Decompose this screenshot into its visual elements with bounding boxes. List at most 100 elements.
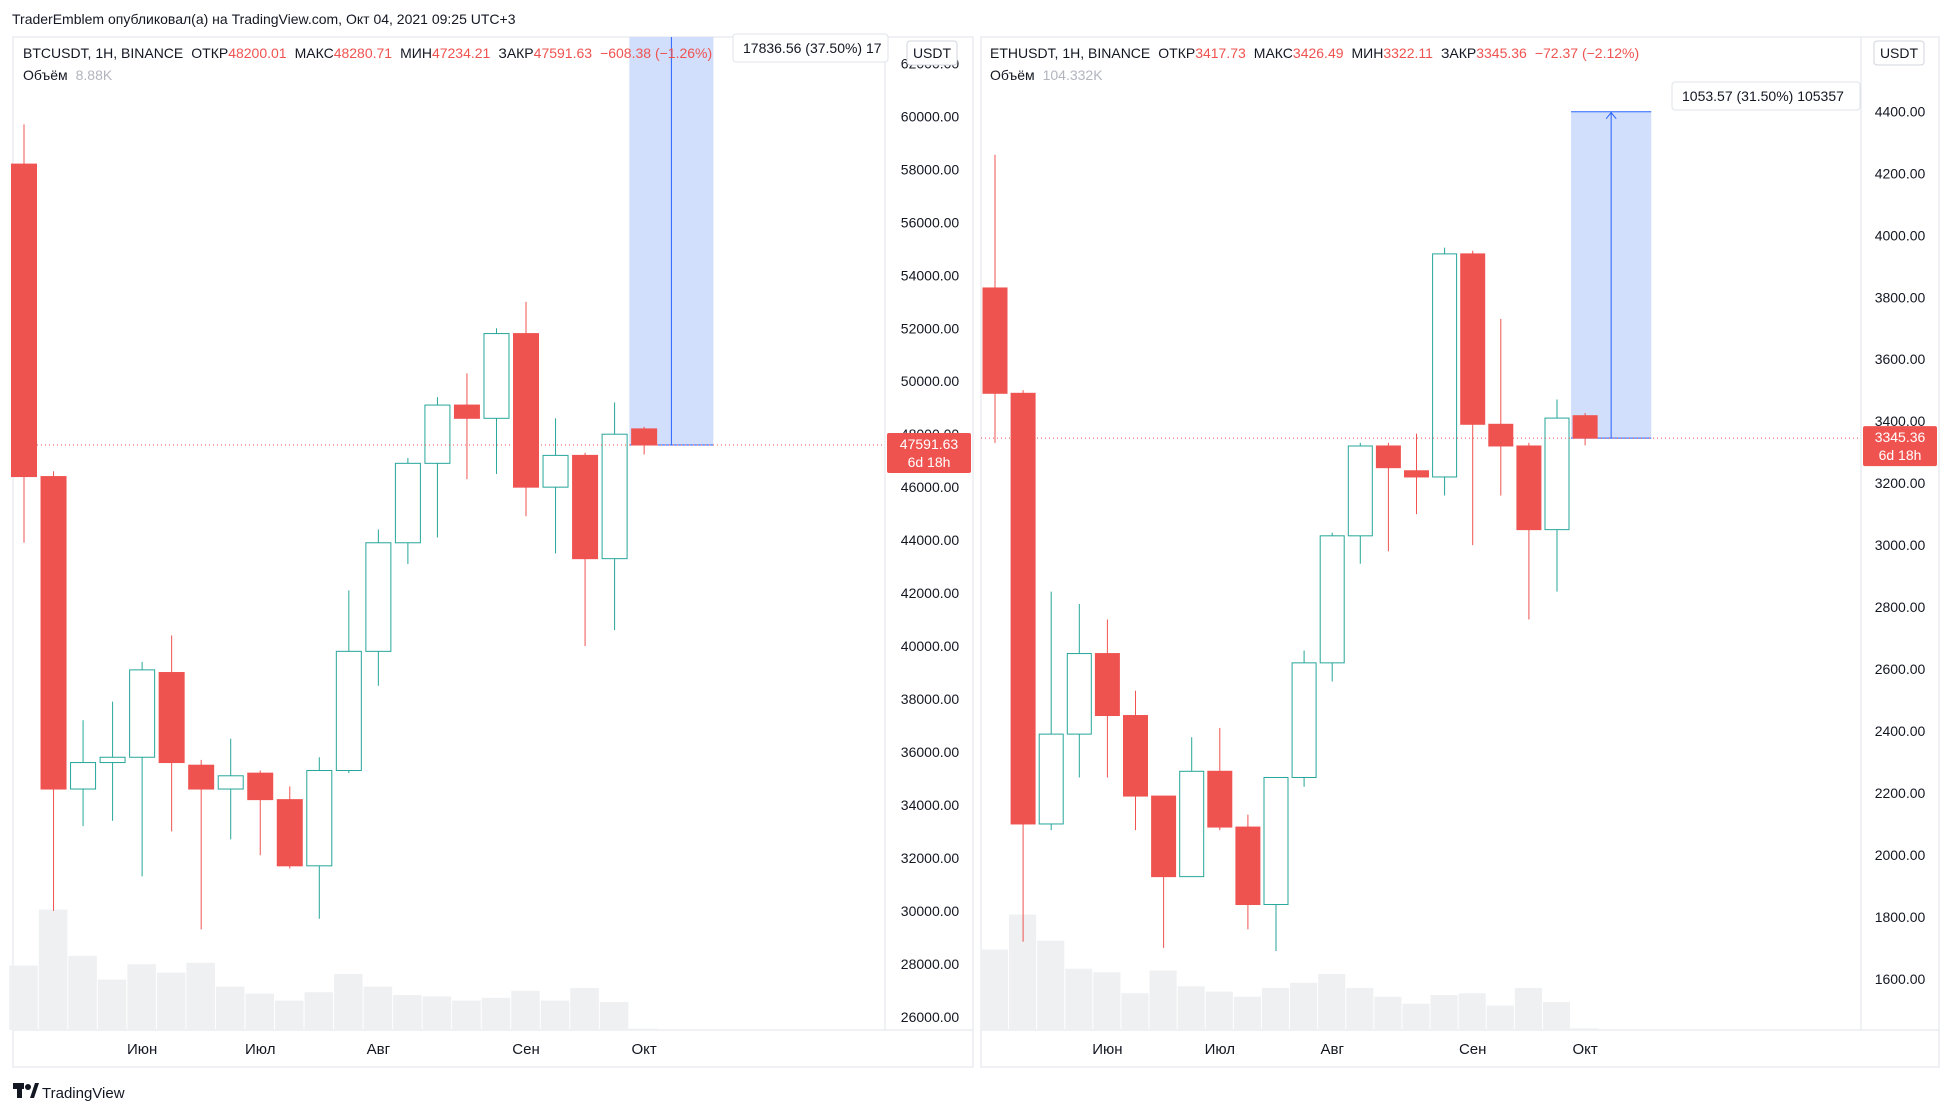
candle-body (306, 769, 333, 867)
time-tick-label: Июн (1092, 1041, 1122, 1058)
volume-bar (334, 974, 363, 1030)
svg-text:USDT: USDT (913, 45, 952, 61)
price-tick-label: 42000.00 (901, 585, 960, 601)
candle-body (572, 454, 599, 560)
btc-chart-panel[interactable]: 17836.56 (37.50%) 17 26000.00 28000.00 300… (9, 33, 974, 1068)
candle (1432, 247, 1458, 496)
volume-bar (1093, 972, 1121, 1030)
price-tick-label: 3000.00 (1875, 537, 1926, 553)
volume-bar (511, 990, 540, 1030)
candle-body (158, 672, 185, 764)
candle (453, 373, 480, 480)
candle (1404, 433, 1429, 515)
volume-bar (186, 962, 215, 1030)
legend-volume: Объём 8.88K (23, 67, 113, 83)
candles (982, 154, 1598, 951)
candle-body (513, 333, 540, 488)
price-tick-label: 1600.00 (1875, 971, 1926, 987)
tradingview-logo[interactable]: TradingView (13, 1083, 125, 1102)
candle (513, 301, 540, 517)
chart-legend: BTCUSDT, 1Н, BINANCE ОТКР48200.01 МАКС4828… (23, 45, 712, 83)
candle-body (1094, 653, 1120, 717)
candle-body (1432, 253, 1458, 478)
eth-chart-panel[interactable]: 1053.57 (31.50%) 105357 1600.00 1800.00 20… (980, 36, 1940, 1068)
range-label-box (1671, 81, 1861, 111)
price-tick-label: 30000.00 (901, 903, 960, 919)
volume-bar (1458, 993, 1486, 1030)
bar-countdown-label: 6d 18h (1879, 447, 1922, 463)
price-tick-label: 4000.00 (1875, 227, 1926, 243)
candle (1263, 776, 1289, 951)
volume-bar (1290, 982, 1318, 1030)
candle-body (70, 762, 97, 790)
candle (217, 738, 244, 840)
time-axis[interactable]: Июн Июл Авг Сен Окт (1092, 1041, 1598, 1058)
price-range-tool[interactable]: 1053.57 (31.50%) 105357 (1571, 81, 1861, 439)
volume-bars (980, 914, 1599, 1030)
volume-bar (1233, 996, 1261, 1030)
range-label: 17836.56 (37.50%) 17 (743, 40, 882, 56)
candle-body (335, 650, 362, 771)
candle (365, 529, 392, 686)
price-range-tool[interactable]: 17836.56 (37.50%) 17 (629, 33, 889, 446)
currency-badge[interactable]: USDT (906, 40, 958, 66)
currency-badge[interactable]: USDT (1873, 40, 1925, 66)
price-axis[interactable]: 26000.00 28000.00 30000.00 32000.00 34000.00… (901, 55, 960, 1024)
candle (158, 635, 185, 832)
price-tick-label: 50000.00 (901, 373, 960, 389)
candle-body (1235, 826, 1261, 906)
range-arrowhead (1605, 111, 1617, 120)
volume-bars (9, 909, 658, 1030)
candle (542, 418, 569, 554)
candle-body (1179, 770, 1205, 878)
candle-body (542, 454, 569, 488)
time-tick-label: Авг (1320, 1041, 1344, 1058)
price-tick-label: 32000.00 (901, 850, 960, 866)
price-tick-label: 36000.00 (901, 744, 960, 760)
price-tick-label: 2000.00 (1875, 847, 1926, 863)
candle (1207, 727, 1233, 831)
volume-bar (540, 1000, 570, 1030)
price-tick-label: 38000.00 (901, 691, 960, 707)
volume-bar (156, 972, 186, 1030)
candle-body (1347, 445, 1373, 537)
candle (99, 701, 126, 821)
volume-bar (97, 979, 127, 1030)
time-axis[interactable]: Июн Июл Авг Сен Окт (127, 1041, 657, 1058)
time-tick-label: Окт (631, 1041, 656, 1058)
volume-bar (1205, 991, 1233, 1030)
svg-text:TradingView: TradingView (42, 1085, 125, 1102)
candle (40, 471, 67, 911)
price-tick-label: 34000.00 (901, 797, 960, 813)
candle (276, 786, 303, 869)
candle (483, 328, 510, 474)
candle-body (276, 799, 303, 867)
volume-bar (9, 965, 38, 1030)
price-tick-label: 3800.00 (1875, 289, 1926, 305)
volume-bar (1065, 968, 1093, 1030)
volume-bar (1542, 1002, 1571, 1030)
candle-body (1516, 445, 1542, 531)
volume-bar (1318, 974, 1346, 1030)
price-axis[interactable]: 1600.00 1800.00 2000.00 2200.00 2400.00 2600.… (1875, 103, 1926, 987)
candle-body (1123, 715, 1148, 797)
price-tick-label: 3600.00 (1875, 351, 1926, 367)
price-tick-label: 2200.00 (1875, 785, 1926, 801)
legend-ohlc: BTCUSDT, 1Н, BINANCE ОТКР48200.01 МАКС4828… (23, 45, 712, 61)
candle-body (1375, 445, 1401, 469)
candle-body (601, 433, 628, 560)
volume-bar (1430, 995, 1458, 1030)
volume-bar (1037, 940, 1065, 1030)
legend-volume: Объём 104.332K (990, 67, 1103, 83)
price-tick-label: 60000.00 (901, 108, 960, 124)
candle-body (129, 669, 156, 758)
price-tick-label: 26000.00 (901, 1009, 960, 1025)
candle-body (453, 404, 480, 419)
volume-bar (127, 964, 156, 1030)
candle (631, 426, 658, 455)
candle (1544, 399, 1570, 592)
volume-bar (570, 988, 599, 1030)
price-tick-label: 3400.00 (1875, 413, 1926, 429)
time-tick-label: Июл (1205, 1041, 1235, 1058)
